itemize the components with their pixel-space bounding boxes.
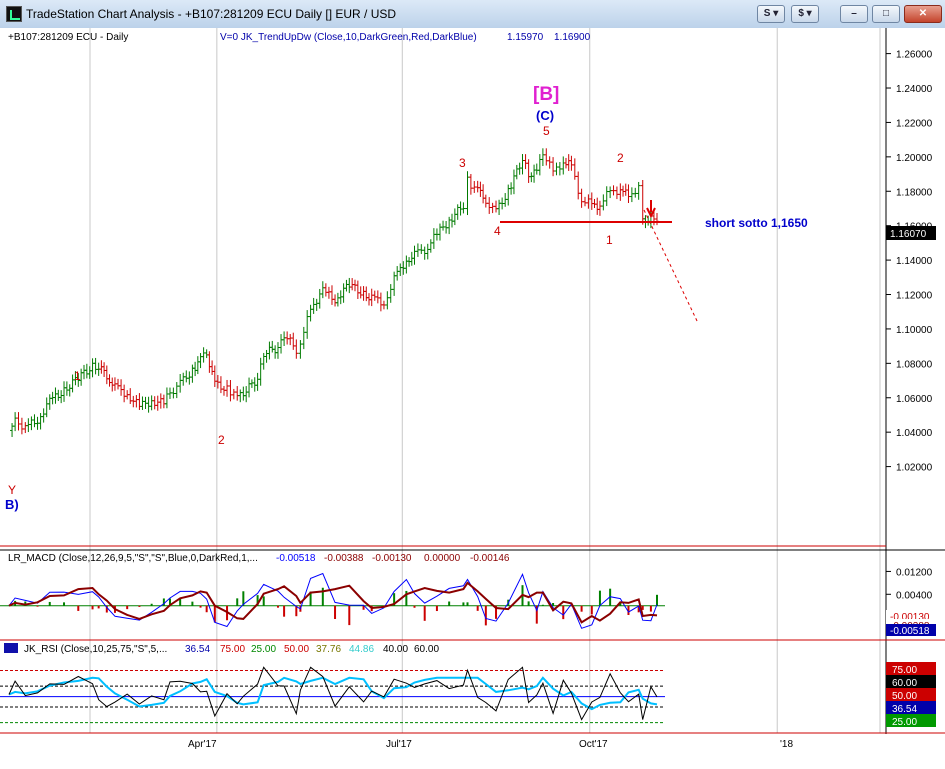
wave-label-B-bracket: [B]	[533, 84, 559, 105]
wave-label-4: 4	[494, 224, 501, 238]
rsi-value-6: 44.86	[349, 644, 374, 655]
date-tick-jul17: Jul'17	[386, 739, 412, 750]
wave-label-2-left: 2	[218, 433, 225, 447]
tradestation-app-icon[interactable]	[6, 6, 22, 22]
rsi-value-1: 36.54	[185, 644, 210, 655]
price-tick-label: 1.14000	[896, 256, 933, 267]
wave-label-2-right: 2	[617, 151, 624, 165]
macd-value-1: -0.00518	[276, 553, 316, 564]
wave-label-1-left: 1	[74, 369, 81, 383]
wave-label-3: 3	[459, 156, 466, 170]
short-trade-note: short sotto 1,1650	[705, 216, 808, 230]
macd-signal-line	[8, 581, 658, 624]
rsi-tag-36: 36.54	[892, 704, 917, 715]
rsi-plot	[0, 666, 665, 724]
rsi-value-4: 50.00	[284, 644, 309, 655]
rsi-value-7: 40.00	[383, 644, 408, 655]
down-arrow-icon	[646, 200, 656, 219]
macd-value-4: 0.00000	[424, 553, 461, 564]
rsi-panel-icon	[4, 643, 18, 653]
wave-label-5: 5	[543, 124, 550, 138]
macd-tick-label: 0.00400	[896, 590, 933, 601]
restore-button[interactable]: □	[872, 5, 900, 23]
macd-tag-3: -0.00518	[890, 626, 930, 637]
price-tick-label: 1.22000	[896, 118, 933, 129]
rsi-tag-60: 60.00	[892, 678, 917, 689]
price-tick-label: 1.24000	[896, 84, 933, 95]
title-bar: TradeStation Chart Analysis - +B107:2812…	[0, 0, 945, 29]
rsi-average-line	[8, 676, 658, 711]
rsi-value-5: 37.76	[316, 644, 341, 655]
date-tick-oct17: Oct'17	[579, 739, 608, 750]
date-tick-18: '18	[780, 739, 793, 750]
price-tick-label: 1.12000	[896, 291, 933, 302]
dollar-menu-label: $	[798, 8, 804, 19]
price-tick-label: 1.06000	[896, 394, 933, 405]
close-button[interactable]: ✕	[904, 5, 942, 23]
rsi-value-3: 25.00	[251, 644, 276, 655]
rsi-line	[8, 666, 658, 721]
rsi-value-8: 60.00	[414, 644, 439, 655]
macd-value-2: -0.00388	[324, 553, 364, 564]
macd-value-3: -0.00130	[372, 553, 412, 564]
restore-icon: □	[882, 8, 890, 19]
price-tick-label: 1.18000	[896, 187, 933, 198]
macd-value-tags: -0.00130 -0.00388 -0.00518	[886, 610, 936, 637]
price-tick-label: 1.04000	[896, 428, 933, 439]
grid-lines	[89, 28, 881, 733]
rsi-legend-label: JK_RSI (Close,10,25,75,"S",5,...	[24, 644, 167, 655]
rsi-tag-75: 75.00	[892, 665, 917, 676]
rsi-value-tags: 75.00 60.00 50.00 36.54 25.00	[886, 662, 936, 728]
s-menu-label: S	[763, 8, 771, 19]
trend-indicator-value-1: 1.15970	[507, 32, 544, 43]
macd-tag-1: -0.00130	[890, 612, 930, 623]
price-tick-label: 1.02000	[896, 463, 933, 474]
macd-tick-label: 0.01200	[896, 567, 933, 578]
price-tick-label: 1.20000	[896, 153, 933, 164]
price-bars	[10, 148, 659, 437]
date-tick-apr17: Apr'17	[188, 739, 217, 750]
window-title: TradeStation Chart Analysis - +B107:2812…	[26, 7, 397, 21]
last-price-value: 1.16070	[890, 229, 927, 240]
s-menu-button[interactable]: S ▾	[757, 5, 785, 23]
wave-label-B-paren: B)	[5, 497, 19, 512]
rsi-tag-50: 50.00	[892, 691, 917, 702]
trend-indicator-label: V=0 JK_TrendUpDw (Close,10,DarkGreen,Red…	[220, 32, 477, 43]
chart-svg[interactable]: 0.01200 0.00400 1.26000 1.24000 1.22000 1.20…	[0, 28, 945, 764]
chart-area[interactable]: 0.01200 0.00400 1.26000 1.24000 1.22000 1.20…	[0, 28, 945, 764]
rsi-tag-25: 25.00	[892, 717, 917, 728]
macd-plot: 0.01200 0.00400	[0, 567, 933, 629]
last-price-tag: 1.16070	[886, 226, 936, 240]
trend-indicator-value-2: 1.16900	[554, 32, 591, 43]
symbol-header: +B107:281209 ECU - Daily	[8, 32, 128, 43]
price-tick-label: 1.10000	[896, 325, 933, 336]
macd-line	[8, 572, 658, 629]
wave-label-1-right: 1	[606, 233, 613, 247]
macd-legend-label: LR_MACD (Close,12,26,9,5,"S","S",Blue,0,…	[8, 553, 258, 564]
date-axis: Apr'17 Jul'17 Oct'17 '18	[188, 739, 793, 750]
projection-dashed-line	[643, 209, 699, 324]
wave-label-Y: Y	[8, 483, 16, 497]
wave-label-C: (C)	[536, 108, 554, 123]
macd-value-5: -0.00146	[470, 553, 510, 564]
minimize-icon: –	[851, 8, 857, 19]
close-icon: ✕	[918, 8, 928, 19]
price-tick-label: 1.08000	[896, 359, 933, 370]
price-tick-label: 1.26000	[896, 50, 933, 61]
rsi-value-2: 75.00	[220, 644, 245, 655]
dollar-menu-button[interactable]: $ ▾	[791, 5, 819, 23]
minimize-button[interactable]: –	[840, 5, 868, 23]
